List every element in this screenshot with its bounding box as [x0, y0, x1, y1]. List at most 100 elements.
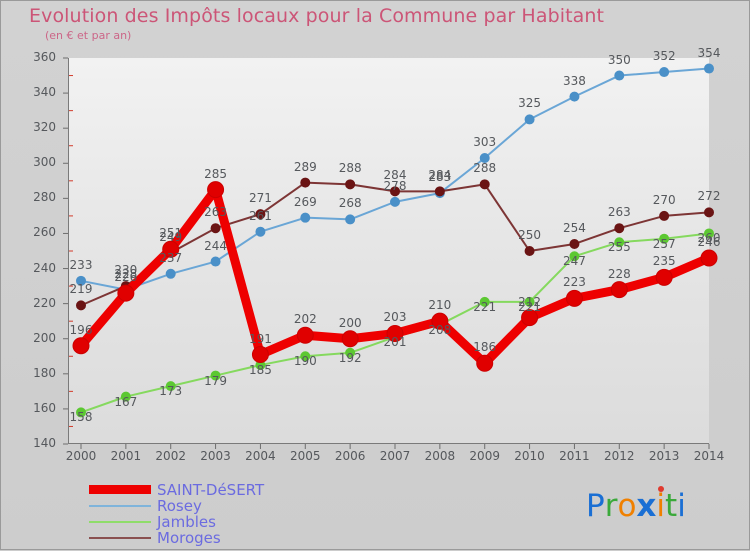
data-value-label: 285 [204, 166, 228, 181]
data-value-label: 235 [652, 254, 676, 269]
legend-item-2[interactable]: Jambles [89, 513, 409, 531]
legend-item-3[interactable]: Moroges [89, 529, 409, 547]
x-axis-tick-label: 2014 [693, 449, 725, 463]
data-value-label: 283 [428, 170, 452, 185]
data-value-label: 226 [114, 270, 138, 285]
y-axis-tick-label: 320 [33, 120, 56, 135]
x-axis-tick-label: 2008 [424, 449, 456, 463]
x-axis-tick-label: 2010 [514, 449, 545, 463]
y-axis-tick-label: 240 [33, 260, 56, 275]
data-value-label: 271 [248, 191, 272, 206]
data-value-label: 268 [338, 196, 362, 211]
legend-item-1[interactable]: Rosey [89, 497, 409, 515]
x-axis-tick-label: 2011 [559, 449, 590, 463]
y-axis-tick-label: 140 [33, 436, 56, 450]
data-value-label: 228 [607, 266, 631, 281]
data-value-label: 250 [518, 228, 542, 242]
data-value-label: 269 [293, 194, 317, 209]
legend-label: Jambles [157, 513, 216, 531]
data-value-label: 251 [159, 226, 183, 241]
data-value-label: 212 [518, 294, 542, 309]
logo-letter-r: r [604, 488, 618, 524]
data-value-label: 288 [338, 161, 362, 176]
proxiti-logo[interactable]: Proxi ti [586, 486, 686, 524]
logo-letter-x: x [636, 488, 657, 524]
data-value-label: 223 [562, 275, 586, 290]
x-axis-tick-label: 2001 [110, 449, 142, 463]
data-value-label: 179 [204, 373, 228, 388]
data-value-label: 158 [69, 410, 93, 425]
data-value-label: 221 [518, 299, 542, 314]
x-axis-tick-label: 2005 [290, 449, 321, 463]
data-value-label: 272 [697, 189, 721, 204]
data-value-label: 203 [383, 310, 407, 325]
y-axis-tick-label: 300 [33, 155, 56, 170]
data-value-label: 350 [607, 52, 631, 67]
data-value-label: 237 [159, 250, 183, 265]
y-axis-tick-label: 160 [33, 400, 56, 415]
data-value-label: 186 [473, 340, 497, 355]
data-value-label: 190 [293, 354, 317, 369]
x-axis-tick-label: 2003 [200, 449, 231, 463]
data-value-label: 210 [428, 298, 452, 313]
data-value-label: 233 [69, 257, 93, 272]
logo-letter-i-second: i [677, 488, 686, 524]
data-value-label: 208 [428, 322, 452, 337]
data-value-label: 192 [338, 350, 362, 365]
logo-dot-icon [657, 486, 664, 492]
data-value-label: 185 [248, 363, 272, 378]
data-value-label: 263 [607, 205, 631, 220]
data-value-label: 249 [159, 229, 183, 244]
legend-swatch [89, 537, 151, 539]
x-axis-tick-label: 2013 [648, 449, 680, 463]
data-value-label: 289 [293, 159, 317, 174]
x-axis-tick-label: 2006 [334, 449, 366, 463]
legend-label: Moroges [157, 529, 221, 547]
logo-letter-p: P [586, 488, 605, 524]
data-value-label: 201 [383, 334, 407, 349]
x-axis-tick-label: 2009 [469, 449, 500, 463]
y-axis-tick-label: 220 [33, 295, 56, 310]
data-value-label: 200 [338, 315, 362, 330]
data-value-label: 303 [473, 135, 497, 149]
data-value-label: 338 [562, 73, 586, 88]
data-value-label: 244 [204, 238, 228, 253]
data-value-label: 288 [473, 161, 497, 176]
data-value-label: 221 [473, 299, 497, 314]
page-title: Evolution des Impôts locaux pour la Comm… [29, 5, 605, 27]
data-value-label: 263 [204, 205, 228, 220]
y-axis-tick-label: 260 [33, 225, 56, 240]
data-value-label: 191 [248, 331, 272, 346]
y-axis-tick-label: 200 [33, 330, 56, 345]
data-value-label: 202 [293, 312, 317, 327]
data-value-label: 219 [69, 282, 93, 297]
legend-label: Rosey [157, 497, 202, 515]
data-value-label: 278 [383, 178, 407, 193]
x-axis-tick-label: 2002 [155, 449, 186, 463]
y-axis-tick-label: 360 [33, 50, 56, 64]
legend-item-0[interactable]: SAINT-DéSERT [89, 481, 409, 499]
x-axis-tick-label: 2012 [604, 449, 635, 463]
x-axis-tick-label: 2007 [379, 449, 411, 463]
data-value-label: 196 [69, 322, 93, 337]
logo-letter-i-first: i [656, 486, 666, 524]
data-value-label: 246 [697, 235, 721, 250]
data-value-label: 173 [159, 384, 183, 399]
data-value-label: 261 [248, 208, 272, 223]
legend-label: SAINT-DéSERT [157, 481, 265, 499]
data-value-label: 230 [114, 263, 138, 278]
x-axis-tick-label: 2000 [65, 449, 97, 463]
data-value-label: 270 [652, 192, 676, 207]
data-value-label: 247 [562, 254, 586, 269]
y-axis-tick-label: 180 [33, 365, 56, 380]
logo-letter-o: o [617, 488, 637, 524]
chart-legend: SAINT-DéSERT Rosey Jambles Moroges [89, 481, 409, 547]
data-value-label: 257 [652, 236, 676, 251]
data-value-label: 325 [518, 96, 542, 111]
x-axis-tick-label: 2004 [245, 449, 276, 463]
data-value-label: 167 [114, 394, 138, 409]
data-value-label: 255 [607, 240, 631, 255]
data-value-label: 284 [383, 168, 407, 183]
data-value-label: 254 [562, 220, 586, 235]
